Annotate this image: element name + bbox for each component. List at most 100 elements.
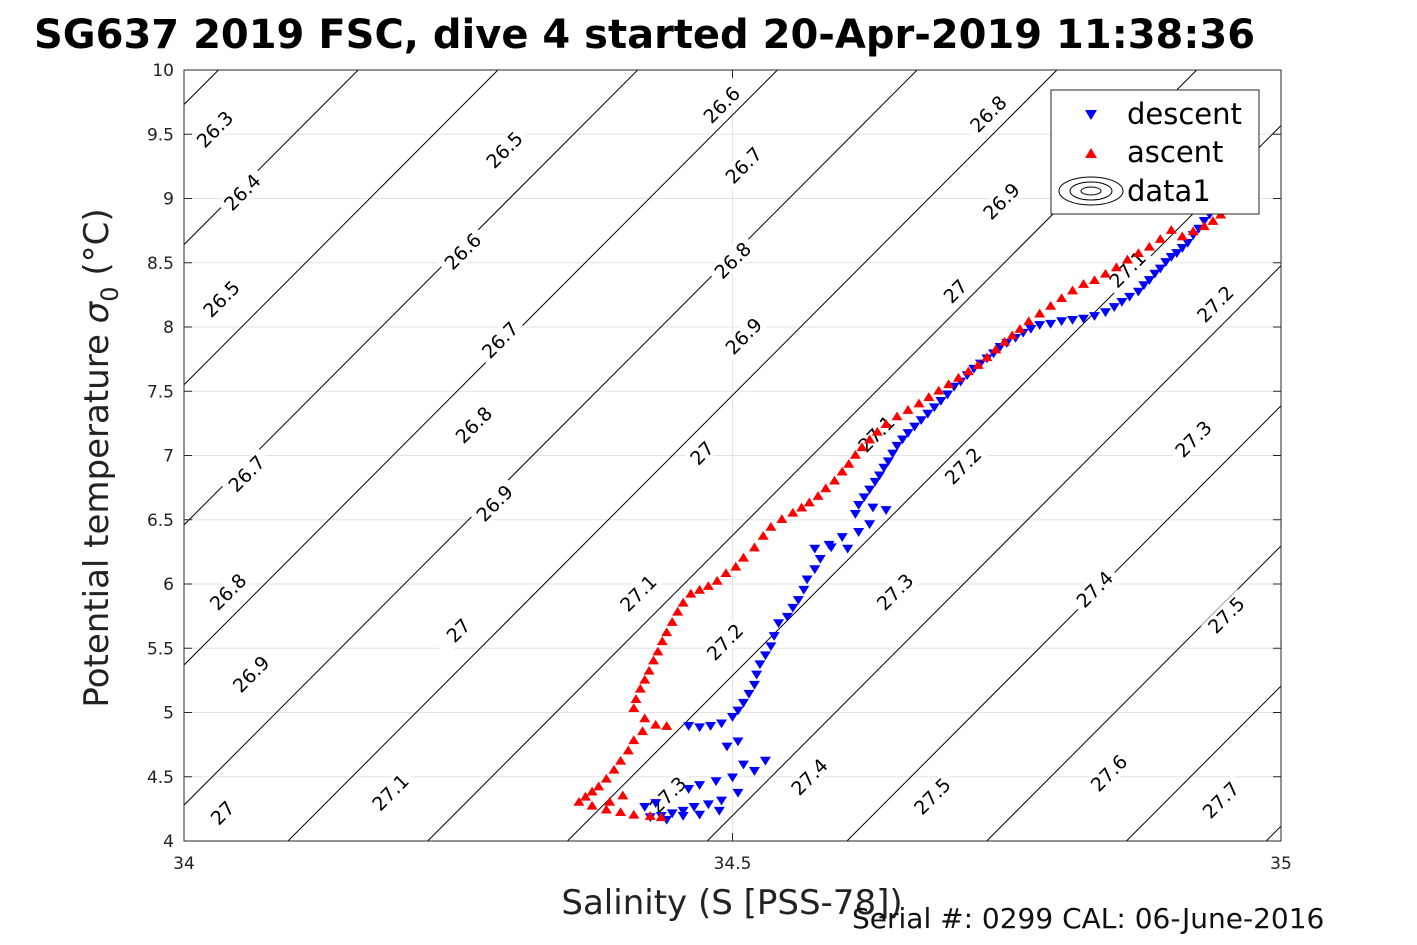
contour-label-bg — [432, 604, 484, 656]
ascent-point — [843, 458, 855, 468]
y-axis-label-unit: (°C) — [77, 208, 117, 286]
descent-point — [864, 520, 876, 530]
contour-label-bg — [195, 273, 247, 325]
contour-label-bg — [707, 234, 758, 286]
contour-label-bg — [478, 124, 530, 176]
ascent-point — [573, 796, 585, 806]
descent-point — [853, 501, 865, 510]
isopycnal-line — [184, 70, 778, 666]
descent-point — [721, 742, 733, 752]
descent-point — [858, 493, 870, 503]
ascent-point — [943, 379, 955, 389]
ascent-point — [639, 674, 651, 684]
ascent-point — [1121, 254, 1133, 264]
ascent-point — [666, 617, 678, 626]
descent-point — [727, 713, 738, 722]
legend-ascent-marker — [1085, 148, 1097, 158]
ascent-point — [1132, 248, 1144, 258]
y-tick-label: 7.5 — [147, 382, 174, 402]
descent-point — [1116, 298, 1128, 307]
y-axis-label-subscript: 0 — [96, 286, 124, 301]
contour-label-bg — [1189, 278, 1241, 330]
descent-point — [1154, 264, 1166, 274]
ascent-point — [1034, 308, 1046, 318]
ascent-point — [617, 790, 629, 800]
descent-point — [928, 403, 940, 413]
descent-point — [1089, 312, 1101, 321]
contour-label-bg — [448, 399, 500, 451]
descent-point — [1149, 269, 1161, 279]
isopycnal-line — [706, 264, 1281, 841]
descent-point — [650, 799, 662, 808]
axis-ticks — [183, 69, 1282, 842]
descent-point — [754, 660, 766, 670]
contour-label-bg — [225, 648, 277, 700]
descent-point — [849, 510, 861, 519]
descent-point — [702, 800, 714, 810]
ascent-point — [836, 466, 848, 476]
ascent-point — [608, 764, 620, 774]
descent-point — [836, 533, 848, 542]
ascent-point — [586, 786, 598, 796]
contour-label-bg — [783, 751, 835, 803]
ascent-point — [803, 497, 815, 507]
contour-label-bg — [216, 166, 268, 218]
x-tick-label: 35 — [1270, 854, 1292, 874]
ascent-series — [573, 209, 1227, 822]
y-tick-label: 9 — [163, 190, 174, 210]
contour-label-bg — [869, 566, 921, 618]
ascent-point — [661, 627, 673, 637]
ascent-point — [1056, 293, 1068, 303]
contour-label-bg — [718, 139, 769, 191]
descent-point — [1099, 308, 1111, 318]
isopycnal-line — [184, 70, 918, 806]
ascent-point — [812, 491, 824, 500]
ascent-point — [849, 450, 861, 459]
descent-point — [853, 528, 865, 537]
ascent-point — [902, 405, 914, 414]
legend-ascent-label: ascent — [1127, 135, 1223, 169]
ascent-point — [776, 514, 788, 524]
descent-point — [694, 723, 706, 733]
contour-label-bg — [474, 314, 526, 366]
contour-label-bg — [189, 103, 241, 155]
descent-point — [710, 777, 722, 787]
ascent-point — [787, 507, 799, 517]
ascent-point — [829, 475, 841, 485]
ascent-point — [672, 606, 684, 616]
ascent-point — [1198, 221, 1210, 231]
descent-point — [935, 396, 947, 406]
ascent-point — [1110, 262, 1122, 272]
descent-point — [1132, 287, 1144, 297]
ascent-point — [615, 807, 627, 817]
x-tick-labels: 34 34.5 35 — [173, 854, 1292, 874]
descent-point — [705, 722, 717, 731]
ascent-point — [913, 398, 925, 408]
descent-point — [743, 689, 755, 699]
y-tick-label: 10 — [152, 61, 174, 81]
ascent-point — [643, 665, 655, 675]
descent-point — [1056, 317, 1068, 327]
descent-point — [1143, 276, 1155, 285]
descent-point — [732, 737, 744, 747]
ascent-point — [711, 575, 723, 585]
descent-point — [677, 812, 689, 821]
y-tick-label: 4 — [163, 832, 174, 852]
ascent-point — [933, 385, 945, 395]
ascent-point — [871, 426, 883, 436]
descent-point — [1045, 319, 1057, 329]
descent-point — [878, 463, 890, 473]
descent-point — [809, 565, 821, 575]
chart-title: SG637 2019 FSC, dive 4 started 20-Apr-20… — [34, 12, 1255, 58]
ascent-point — [1023, 316, 1035, 326]
descent-point — [814, 555, 826, 564]
ascent-point — [748, 542, 760, 552]
y-axis-label-main: Potential temperature — [77, 323, 117, 707]
contour-label-bg — [1167, 413, 1219, 465]
ascent-point — [765, 521, 777, 531]
descent-point — [759, 651, 771, 661]
descent-point — [882, 457, 894, 467]
ascent-point — [796, 502, 808, 512]
ascent-point — [685, 588, 697, 598]
ascent-point — [1078, 279, 1090, 288]
